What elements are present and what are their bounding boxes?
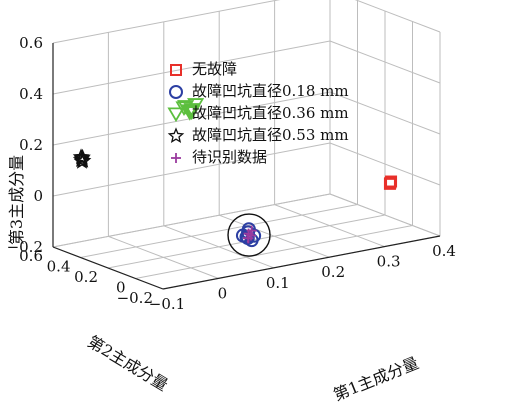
legend-marker-square	[170, 64, 182, 76]
z-tick-label: 0.4	[19, 85, 43, 103]
legend-entry-2: 故障凹坑直径0.36 mm	[167, 104, 349, 123]
z-tick-label: 0.2	[19, 136, 43, 154]
data-point-triangle-down	[181, 106, 199, 121]
data-point-square	[383, 177, 396, 190]
x-axis-label: 第1主成分量	[331, 353, 422, 404]
tick-labels: −0.100.10.20.30.4−0.200.20.40.6−0.200.20…	[7, 34, 456, 313]
x-tick-label: 0.1	[266, 274, 290, 292]
legend-entry-1: 故障凹坑直径0.18 mm	[169, 82, 349, 100]
legend: 无故障 故障凹坑直径0.18 mm 故障凹坑直径0.36 mm 故障凹坑直径0.…	[167, 60, 349, 166]
legend-marker-star	[167, 127, 185, 144]
x-tick-label: −0.1	[149, 295, 185, 313]
data-point-triangle-down	[187, 98, 205, 113]
legend-symbol	[171, 153, 181, 163]
legend-symbol	[169, 85, 183, 99]
legend-label: 待识别数据	[192, 148, 267, 166]
legend-marker-plus	[171, 153, 181, 163]
grid-line	[52, 142, 331, 197]
y-tick-label: −0.2	[117, 289, 153, 307]
z-tick-label: 0	[33, 187, 43, 205]
data-point-plus	[245, 230, 256, 241]
grid-line	[52, 0, 281, 44]
legend-symbol	[170, 64, 182, 76]
annotations	[227, 213, 271, 257]
legend-symbol	[167, 107, 185, 123]
z-tick-label: 0.6	[19, 34, 43, 52]
legend-label: 故障凹坑直径0.53 mm	[192, 126, 349, 144]
grid-line	[52, 40, 331, 95]
y-tick-label: 0.2	[74, 268, 98, 286]
series-4	[243, 225, 257, 244]
grid-line	[329, 142, 441, 186]
z-axis-label: 第3主成分量	[7, 155, 26, 245]
grid-line	[52, 193, 331, 248]
data-point-star	[72, 148, 90, 165]
grid-line	[80, 204, 358, 258]
series-0	[383, 175, 398, 190]
legend-marker-circle	[169, 85, 183, 99]
grid-panes	[52, 0, 441, 290]
x-tick-label: 0.2	[321, 263, 345, 281]
x-tick-label: 0	[218, 284, 228, 302]
grid-line	[354, 0, 441, 33]
y-tick-label: 0.6	[19, 247, 43, 265]
z-tick-label: −0.2	[7, 238, 43, 256]
y-tick-label: 0	[116, 279, 126, 297]
grid-line	[135, 225, 413, 279]
legend-entry-4: 待识别数据	[171, 148, 267, 166]
data-point-square	[385, 175, 398, 188]
annotation-circle	[227, 213, 271, 257]
y-tick-label: 0.4	[47, 258, 71, 276]
axis-lines	[52, 43, 441, 290]
legend-symbol	[167, 127, 185, 144]
y-axis-line	[52, 246, 164, 290]
grid-line	[329, 91, 441, 135]
data-point-star	[73, 152, 91, 169]
x-axis-line	[162, 235, 441, 290]
legend-entry-0: 无故障	[170, 60, 237, 78]
y-axis-label: 第2主成分量	[84, 332, 171, 395]
legend-label: 故障凹坑直径0.18 mm	[192, 82, 349, 100]
series-3	[72, 148, 92, 169]
grid-line	[329, 40, 441, 84]
grid-line	[329, 193, 441, 237]
legend-label: 故障凹坑直径0.36 mm	[192, 104, 349, 122]
legend-marker-triangle	[167, 107, 185, 123]
x-tick-label: 0.3	[377, 253, 401, 271]
legend-entry-3: 故障凹坑直径0.53 mm	[167, 126, 349, 144]
x-tick-label: 0.4	[432, 242, 456, 260]
legend-label: 无故障	[192, 60, 237, 78]
